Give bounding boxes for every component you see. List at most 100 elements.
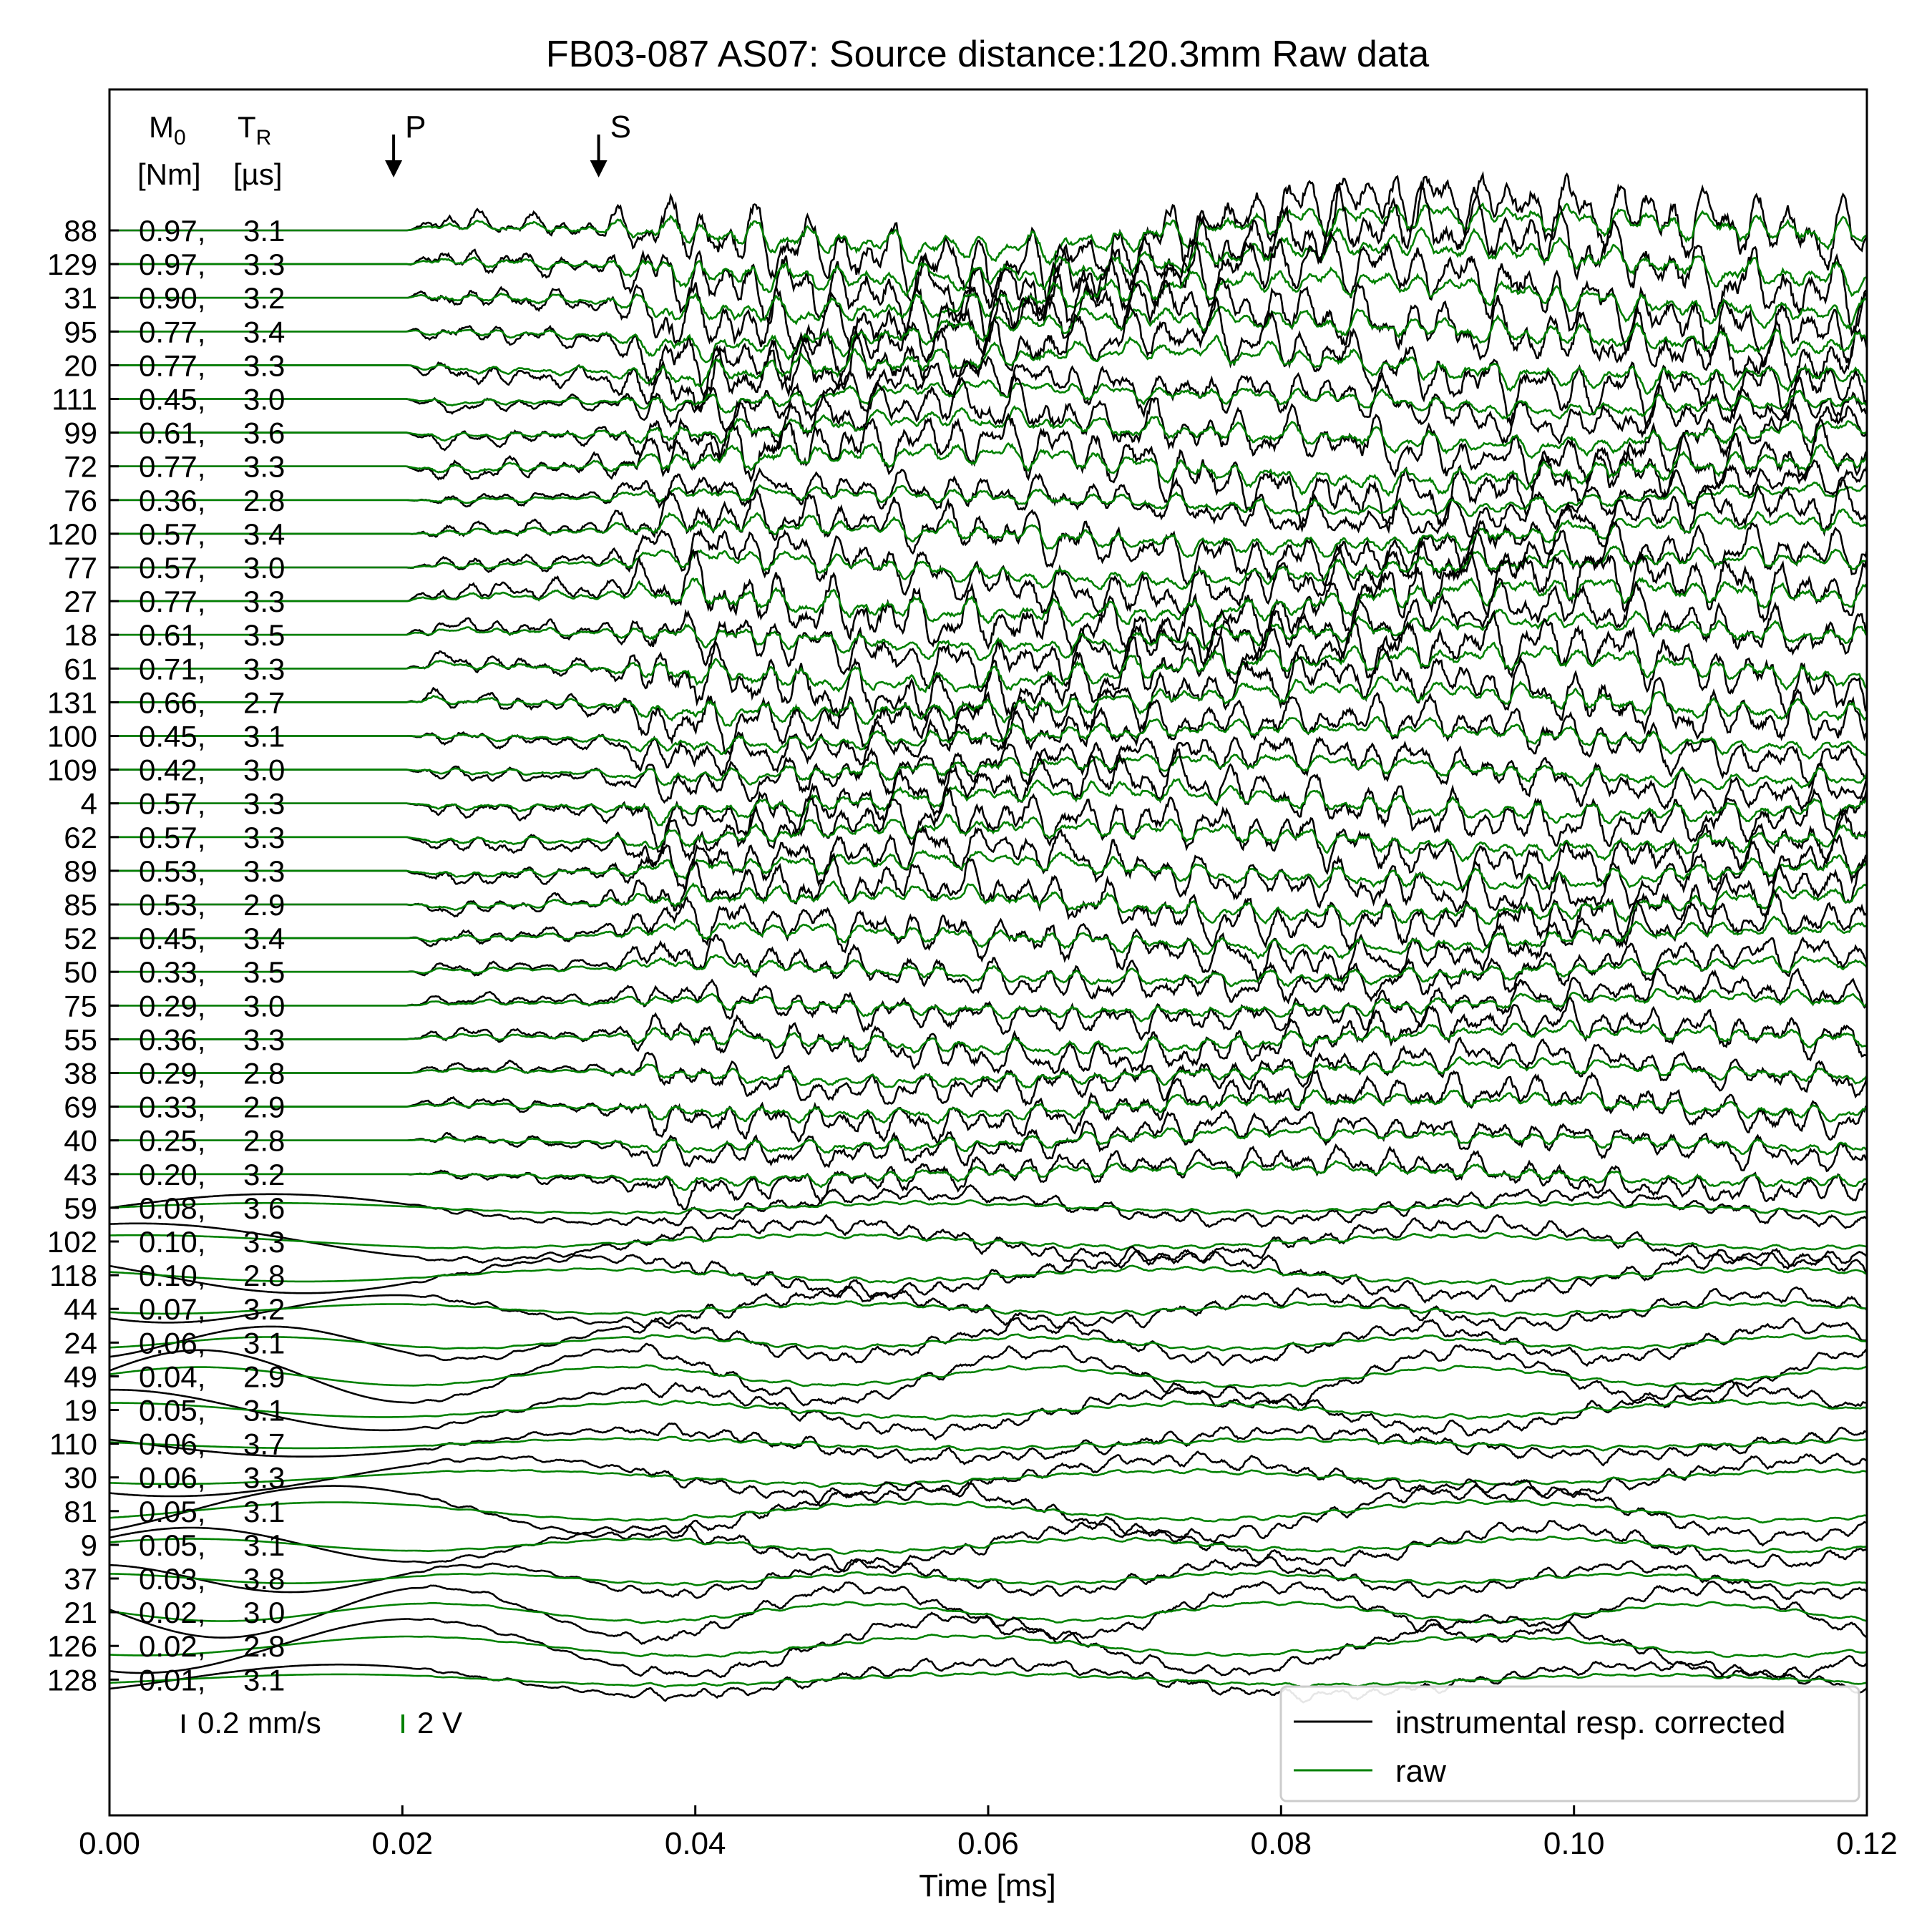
trace-id-label: 76 xyxy=(64,484,97,517)
trace-raw-27 xyxy=(109,577,1868,628)
trace-id-label: 52 xyxy=(64,922,97,955)
legend-label-raw: raw xyxy=(1395,1754,1446,1789)
trace-m0-label: 0.04, xyxy=(139,1360,205,1393)
trace-corrected-49 xyxy=(109,1342,1868,1409)
trace-raw-40 xyxy=(109,1126,1868,1156)
trace-id-label: 72 xyxy=(64,450,97,484)
trace-raw-120 xyxy=(109,508,1868,558)
trace-id-label: 40 xyxy=(64,1124,97,1158)
trace-raw-99 xyxy=(109,405,1868,459)
trace-id-label: 120 xyxy=(47,517,97,551)
x-tick-label: 0.04 xyxy=(665,1826,726,1861)
trace-id-label: 59 xyxy=(64,1191,97,1225)
trace-raw-77 xyxy=(109,545,1868,590)
trace-tr-label: 3.1 xyxy=(243,214,285,248)
x-tick-label: 0.02 xyxy=(371,1826,433,1861)
trace-id-label: 110 xyxy=(49,1428,97,1461)
trace-id-label: 85 xyxy=(64,888,97,922)
trace-raw-128 xyxy=(109,1671,1868,1689)
trace-tr-label: 3.4 xyxy=(243,922,285,955)
trace-tr-label: 3.3 xyxy=(243,854,285,888)
trace-m0-label: 0.07, xyxy=(139,1292,205,1326)
trace-m0-label: 0.77, xyxy=(139,585,205,618)
trace-raw-88 xyxy=(109,202,1868,266)
trace-tr-label: 3.6 xyxy=(243,1191,285,1225)
trace-m0-label: 0.10, xyxy=(139,1225,205,1259)
trace-tr-label: 2.9 xyxy=(243,1360,285,1393)
trace-raw-81 xyxy=(109,1499,1867,1524)
trace-m0-label: 0.66, xyxy=(139,686,205,719)
trace-m0-label: 0.71, xyxy=(139,652,205,686)
trace-raw-75 xyxy=(109,987,1868,1023)
trace-raw-55 xyxy=(109,1019,1868,1056)
x-tick-label: 0.06 xyxy=(957,1826,1019,1861)
trace-raw-95 xyxy=(109,306,1868,364)
trace-m0-label: 0.10, xyxy=(139,1259,205,1292)
trace-corrected-102 xyxy=(109,1214,1868,1269)
trace-id-label: 24 xyxy=(64,1326,97,1360)
trace-tr-label: 3.4 xyxy=(243,517,285,551)
trace-raw-20 xyxy=(109,334,1868,396)
trace-tr-label: 3.1 xyxy=(243,1394,285,1428)
trace-raw-62 xyxy=(109,812,1868,863)
tr-subscript: R xyxy=(256,126,272,150)
trace-tr-label: 3.2 xyxy=(243,1292,285,1326)
x-tick-label: 0.10 xyxy=(1543,1826,1605,1861)
trace-tr-label: 3.0 xyxy=(243,1596,285,1629)
arrival-label-P: P xyxy=(405,109,426,145)
trace-tr-label: 3.3 xyxy=(243,248,285,281)
trace-m0-label: 0.20, xyxy=(139,1158,205,1191)
trace-corrected-59 xyxy=(109,1184,1868,1229)
trace-id-label: 18 xyxy=(64,618,97,652)
trace-m0-label: 0.45, xyxy=(139,922,205,955)
trace-raw-109 xyxy=(109,753,1868,790)
x-axis: 0.00 0.02 0.04 0.06 0.08 0.10 0.12 xyxy=(79,1805,1898,1861)
trace-tr-label: 2.8 xyxy=(243,1124,285,1158)
trace-raw-49 xyxy=(109,1364,1868,1388)
trace-raw-21 xyxy=(109,1600,1868,1624)
trace-m0-label: 0.05, xyxy=(139,1394,205,1428)
trace-id-label: 30 xyxy=(64,1461,97,1495)
trace-id-label: 81 xyxy=(64,1495,97,1528)
legend-box xyxy=(1279,1685,1860,1802)
trace-m0-label: 0.57, xyxy=(139,787,205,821)
trace-raw-102 xyxy=(109,1231,1868,1252)
trace-raw-24 xyxy=(109,1333,1868,1352)
chart-title: FB03-087 AS07: Source distance:120.3mm R… xyxy=(546,34,1429,75)
arrival-arrowhead-P xyxy=(385,160,403,177)
trace-raw-76 xyxy=(109,481,1868,517)
trace-m0-label: 0.02, xyxy=(139,1629,205,1663)
trace-m0-label: 0.45, xyxy=(139,720,205,753)
m0-subscript: 0 xyxy=(174,126,186,150)
trace-tr-label: 3.3 xyxy=(243,585,285,618)
trace-raw-118 xyxy=(109,1264,1867,1286)
trace-tr-label: 3.8 xyxy=(243,1562,285,1596)
trace-tr-label: 2.8 xyxy=(243,1259,285,1292)
trace-m0-label: 0.45, xyxy=(139,383,205,416)
trace-corrected-81 xyxy=(109,1478,1867,1547)
trace-corrected-37 xyxy=(109,1556,1868,1601)
trace-corrected-128 xyxy=(109,1657,1868,1704)
trace-m0-label: 0.05, xyxy=(139,1495,205,1528)
tr-unit: [µs] xyxy=(233,157,283,191)
trace-m0-label: 0.53, xyxy=(139,854,205,888)
trace-tr-label: 3.3 xyxy=(243,787,285,821)
trace-m0-label: 0.29, xyxy=(139,989,205,1023)
trace-id-label: 95 xyxy=(64,315,97,348)
trace-tr-label: 3.2 xyxy=(243,281,285,315)
trace-raw-18 xyxy=(109,608,1868,661)
trace-m0-label: 0.97, xyxy=(139,214,205,248)
trace-tr-label: 2.8 xyxy=(243,1057,285,1091)
x-tick-label: 0.08 xyxy=(1250,1826,1312,1861)
trace-m0-label: 0.33, xyxy=(139,1091,205,1124)
trace-raw-4 xyxy=(109,778,1868,826)
trace-raw-131 xyxy=(109,675,1867,727)
trace-tr-label: 3.1 xyxy=(243,720,285,753)
column-header: M0 TR [Nm] [µs] xyxy=(137,110,283,191)
trace-m0-label: 0.25, xyxy=(139,1124,205,1158)
trace-raw-61 xyxy=(109,641,1868,693)
trace-m0-label: 0.57, xyxy=(139,517,205,551)
trace-corrected-30 xyxy=(109,1450,1868,1508)
